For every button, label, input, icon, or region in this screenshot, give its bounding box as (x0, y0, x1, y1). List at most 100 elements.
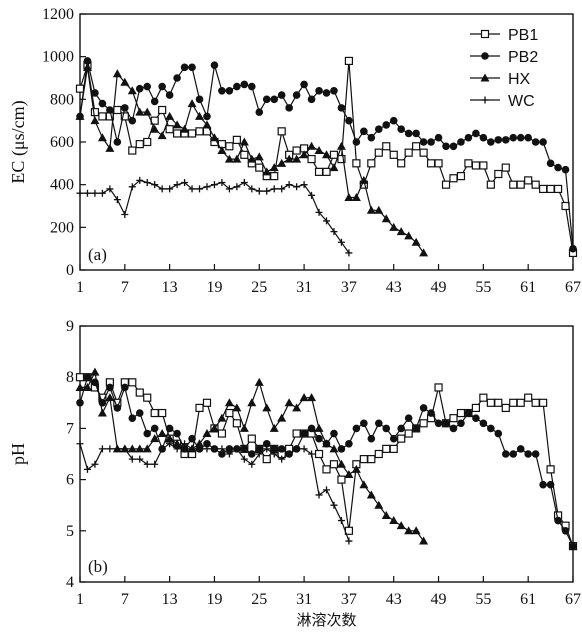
data-point-pb2 (464, 133, 473, 142)
data-point-pb2 (91, 89, 99, 97)
data-point-pb2 (531, 138, 540, 146)
data-point-pb2 (501, 136, 510, 144)
plot-frame (79, 325, 574, 583)
data-point-pb2 (412, 129, 420, 138)
data-point-pb2 (487, 138, 495, 146)
data-point-pb1 (90, 108, 100, 117)
x-tick-label: 43 (386, 279, 402, 296)
data-point-pb2 (487, 424, 495, 433)
data-point-pb1 (501, 403, 510, 413)
data-point-pb2 (150, 97, 159, 106)
data-point-pb1 (217, 429, 227, 438)
data-point-wc (330, 228, 338, 236)
x-tick-label: 13 (162, 279, 178, 296)
data-point-pb1 (419, 148, 428, 157)
data-point-pb2 (561, 165, 570, 174)
data-point-wc (337, 238, 345, 246)
data-point-pb2 (546, 480, 555, 489)
data-point-pb1 (329, 460, 339, 469)
data-point-wc (98, 445, 106, 453)
data-point-wc (76, 440, 84, 448)
data-point-pb2 (76, 399, 84, 407)
series-hx (75, 62, 429, 257)
y-tick-label: 5 (66, 523, 74, 540)
data-point-pb2 (382, 424, 391, 433)
legend-label: PB1 (508, 27, 538, 44)
data-point-wc (323, 217, 330, 225)
data-point-pb2 (427, 409, 435, 417)
legend-label: HX (508, 71, 531, 88)
data-point-wc (345, 249, 353, 257)
data-point-pb2 (143, 82, 152, 91)
data-point-hx (239, 137, 249, 146)
data-point-pb2 (113, 404, 122, 412)
data-point-pb2 (397, 424, 405, 433)
data-point-wc (210, 181, 218, 189)
data-point-hx (277, 413, 287, 422)
data-point-hx (120, 77, 130, 86)
data-point-hx (419, 536, 429, 545)
data-point-pb1 (434, 383, 443, 392)
legend-marker (480, 73, 490, 82)
data-point-hx (277, 158, 287, 167)
data-point-wc (300, 181, 308, 189)
x-tick-label: 25 (251, 591, 267, 608)
data-point-hx (150, 434, 160, 443)
data-point-pb2 (188, 434, 196, 443)
data-point-pb1 (464, 159, 473, 168)
data-point-hx (269, 163, 279, 172)
data-point-hx (344, 469, 354, 478)
x-tick-label: 55 (475, 591, 491, 608)
data-point-pb1 (516, 180, 525, 189)
data-point-hx (404, 526, 414, 535)
data-point-hx (299, 393, 309, 402)
data-point-pb2 (546, 159, 555, 168)
data-point-wc (196, 185, 204, 193)
data-point-pb2 (360, 127, 368, 136)
data-point-pb1 (546, 465, 555, 474)
data-point-pb1 (232, 135, 241, 144)
data-point-pb2 (173, 429, 181, 438)
data-point-wc (91, 460, 99, 468)
data-point-pb2 (442, 142, 450, 151)
data-point-pb1 (307, 154, 316, 164)
data-point-pb2 (292, 91, 301, 99)
data-point-wc (83, 465, 91, 473)
data-point-pb2 (516, 445, 525, 453)
data-point-pb2 (285, 104, 293, 112)
data-point-pb1 (128, 146, 137, 155)
data-point-wc (166, 185, 174, 193)
data-point-pb1 (553, 184, 563, 194)
data-point-wc (173, 181, 181, 189)
data-point-pb1 (195, 127, 204, 136)
data-point-pb2 (434, 419, 443, 428)
data-point-pb2 (98, 99, 107, 108)
x-tick-label: 43 (386, 591, 402, 608)
x-tick-label: 37 (341, 591, 357, 608)
data-point-pb1 (501, 163, 510, 172)
data-point-wc (263, 187, 271, 195)
data-point-wc (196, 445, 204, 453)
data-point-pb1 (150, 408, 159, 418)
data-point-pb1 (359, 455, 368, 464)
data-point-pb1 (479, 393, 488, 402)
data-point-hx (180, 124, 190, 133)
data-point-pb2 (255, 108, 264, 116)
y-tick-label: 7 (66, 420, 74, 437)
data-point-hx (202, 120, 212, 129)
data-point-hx (247, 154, 257, 163)
data-point-pb1 (397, 434, 406, 443)
data-point-wc (248, 460, 256, 468)
data-point-wc (121, 445, 129, 453)
data-point-pb2 (121, 383, 129, 392)
data-point-pb2 (434, 133, 443, 142)
data-point-pb2 (494, 136, 503, 144)
y-tick-label: 800 (50, 91, 74, 108)
data-point-pb2 (270, 95, 279, 104)
data-point-pb1 (561, 201, 570, 211)
data-point-pb1 (516, 398, 525, 407)
data-point-wc (121, 211, 129, 219)
data-point-hx (105, 143, 115, 152)
data-point-pb1 (292, 146, 301, 155)
data-point-pb1 (404, 148, 413, 157)
